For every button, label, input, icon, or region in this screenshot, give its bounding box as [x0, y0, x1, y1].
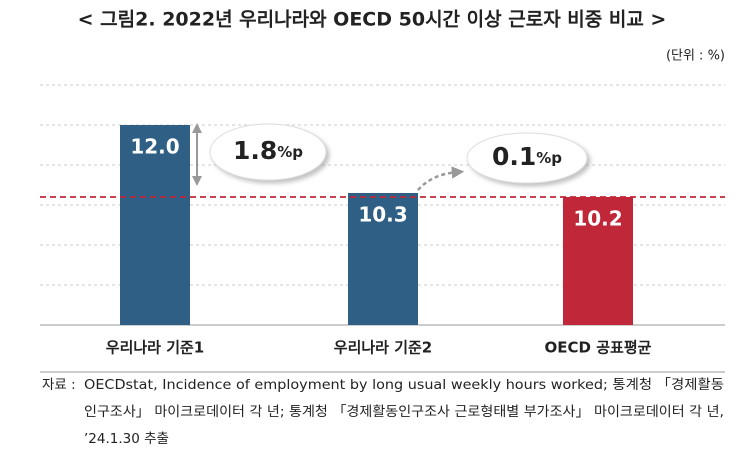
- x-tick-label: 우리나라 기준2: [334, 339, 432, 357]
- annotation: 0.1%p: [492, 142, 562, 171]
- chart-title: < 그림2. 2022년 우리나라와 OECD 50시간 이상 근로자 비중 비…: [78, 9, 667, 31]
- annotation-unit: %p: [277, 143, 303, 161]
- annotation-bubble: [209, 123, 327, 181]
- source-text: OECDstat, Incidence of employment by lon…: [84, 377, 724, 393]
- annotation-unit: %p: [536, 149, 562, 167]
- unit-label: (단위 : %): [666, 49, 725, 64]
- source-label: 자료 :: [42, 377, 76, 393]
- bar: [120, 125, 190, 325]
- value-label: 10.3: [358, 203, 407, 227]
- source-text: ’24.1.30 추출: [84, 431, 169, 447]
- gap-arrow: [417, 166, 465, 191]
- annotation-value: 0.1: [492, 142, 536, 171]
- bar: [348, 193, 418, 325]
- annotation-value: 1.8: [233, 136, 277, 165]
- x-tick-label: OECD 공표평균: [545, 339, 652, 357]
- value-label: 12.0: [130, 135, 179, 159]
- source-text: 인구조사」 마이크로데이터 각 년; 통계청 「경제활동인구조사 근로형태별 부…: [84, 404, 724, 420]
- annotation-bubble: [466, 132, 588, 184]
- annotation: 1.8%p: [233, 136, 303, 165]
- bar: [563, 197, 633, 325]
- x-tick-label: 우리나라 기준1: [106, 339, 204, 357]
- value-label: 10.2: [573, 207, 622, 231]
